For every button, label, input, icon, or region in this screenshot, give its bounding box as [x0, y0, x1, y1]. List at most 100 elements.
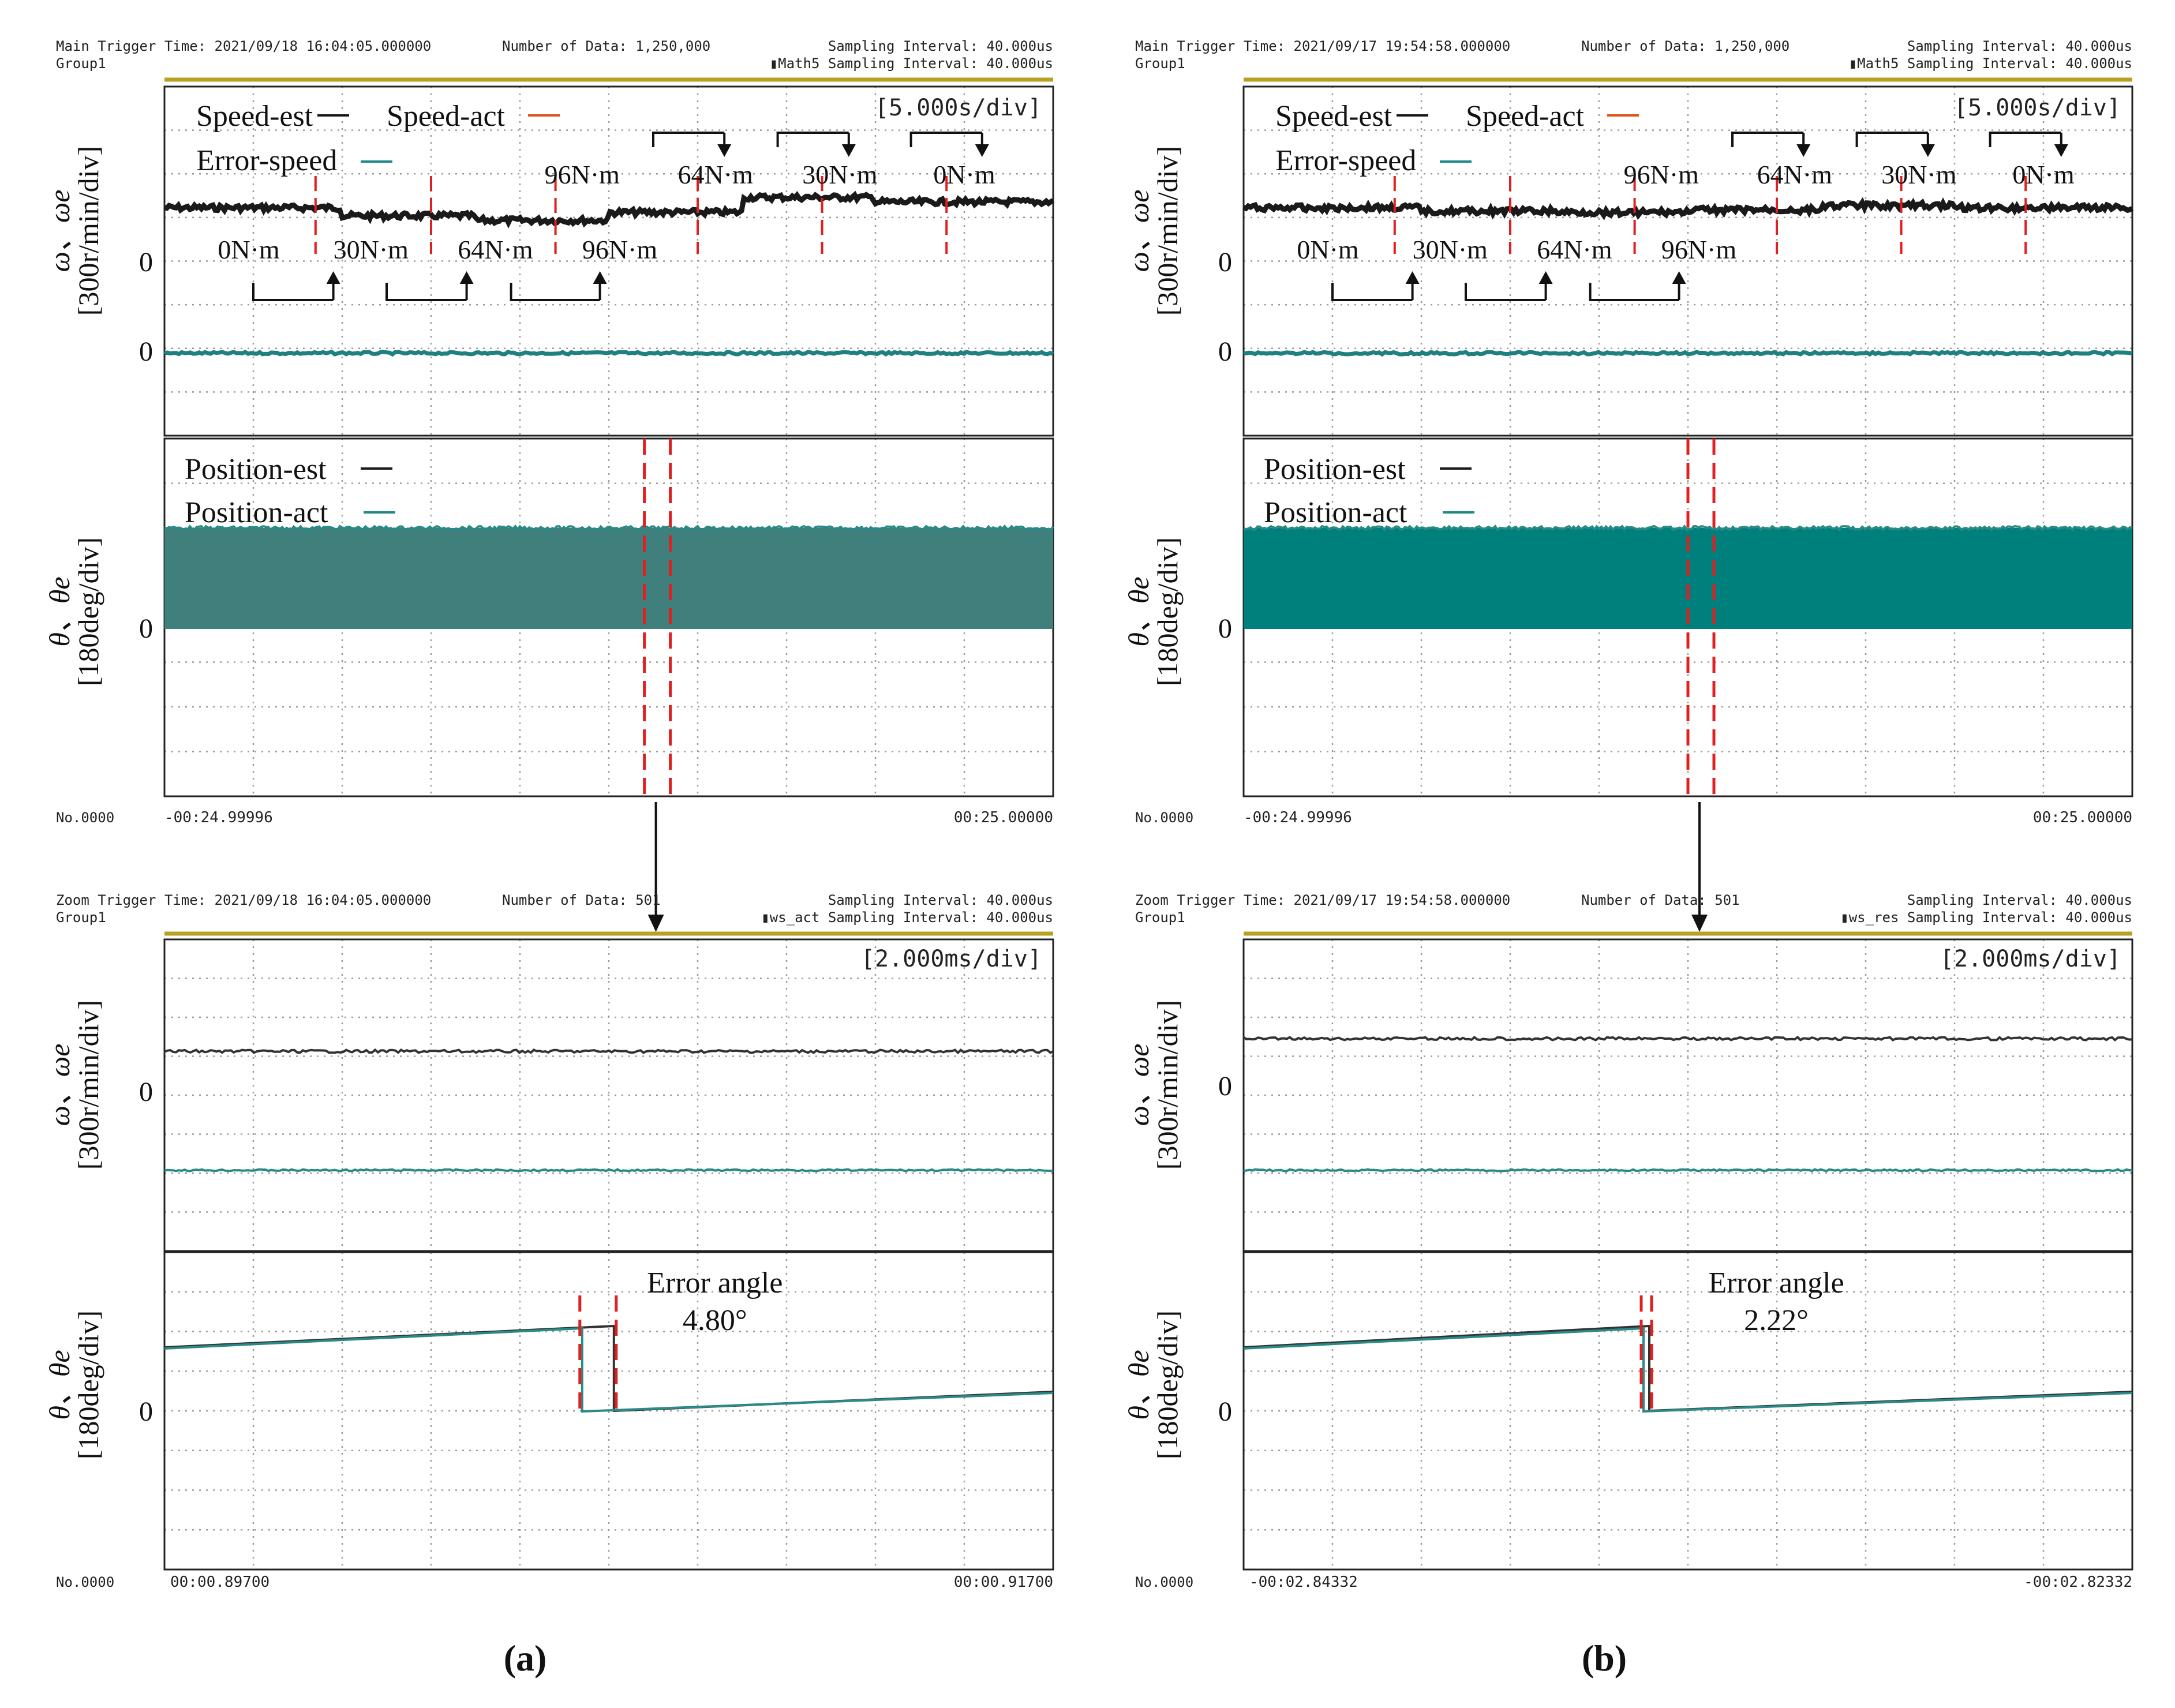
position-band [164, 528, 1053, 629]
legend-position-act: Position-act [1264, 496, 1407, 529]
zoom-group: Group1 [1135, 909, 1185, 926]
speed-est-trace [164, 190, 1055, 229]
main-group: Group1 [1135, 55, 1185, 72]
arrow-head [975, 144, 989, 157]
load-label-up: 0N·m [218, 235, 280, 264]
main-footer-right: 00:25.00000 [954, 809, 1053, 826]
main-footer-left: -00:24.99996 [1244, 809, 1352, 826]
plot-frame [1242, 938, 2133, 1252]
arrow-head [1672, 271, 1686, 284]
arrow-head [1796, 144, 1811, 157]
main-number-of-data: Number of Data: 1,250,000 [502, 38, 710, 54]
load-label-down: 64N·m [678, 160, 754, 189]
main-footer-right: 00:25.00000 [2033, 809, 2132, 826]
zoom-error-trace [1243, 1168, 2133, 1173]
zoom-math-sampling: ▮ws_act Sampling Interval: 40.000us [761, 909, 1053, 926]
legend-speed-est: Speed-est [1275, 100, 1392, 133]
error-angle-label: Error angle [1708, 1267, 1844, 1299]
zoom-speed-axis-label-symbol: ω、ωe [1122, 1044, 1155, 1126]
main-trigger-time: Main Trigger Time: 2021/09/17 19:54:58.0… [1135, 38, 1510, 54]
zoom-number-of-data: Number of Data: 501 [1581, 892, 1740, 908]
zoom-position-act [1243, 1327, 2133, 1413]
speed-axis-label-unit: [300r/min/div] [1151, 146, 1184, 316]
legend-speed-act: Speed-act [387, 100, 506, 133]
zoom-footer-left: 00:00.89700 [170, 1574, 269, 1591]
panel-caption: (a) [504, 1638, 547, 1679]
error-speed-trace [163, 350, 1054, 357]
zoom-group: Group1 [56, 909, 106, 926]
error-angle-value: 2.22° [1744, 1304, 1809, 1337]
zoom-position-axis-label-unit: [180deg/div] [1151, 1310, 1184, 1459]
load-label-up: 0N·m [1297, 235, 1359, 264]
speed-axis-label: ω、ωe[300r/min/div] [1122, 146, 1184, 316]
main-timescale: [5.000s/div] [875, 95, 1042, 121]
zoom-timescale: [2.000ms/div] [1940, 946, 2121, 972]
zoom-footer-right: 00:00.91700 [954, 1574, 1053, 1591]
position-band-edge [164, 524, 1054, 531]
plot-frame [1242, 1251, 2133, 1571]
zoom-position-axis-label: θ、θe[180deg/div] [1122, 1310, 1184, 1459]
load-label-up: 30N·m [1413, 235, 1488, 264]
legend-position-est: Position-est [1264, 453, 1406, 486]
main-sampling-interval: Sampling Interval: 40.000us [828, 38, 1053, 54]
zoom-speed-zero: 0 [1218, 1071, 1232, 1102]
load-label-up: 96N·m [1661, 235, 1737, 264]
position-axis-label-symbol: θ、θe [1122, 576, 1155, 646]
bracket-up [1465, 283, 1546, 301]
position-zero-label: 0 [1218, 613, 1232, 644]
arrow-head [841, 144, 856, 157]
arrow-head [1405, 271, 1420, 284]
load-label-up: 64N·m [1537, 235, 1612, 264]
main-timescale: [5.000s/div] [1954, 95, 2121, 121]
bracket-up [510, 283, 600, 301]
speed-axis-label-symbol: ω、ωe [43, 190, 76, 272]
main-footer-no: No.0000 [56, 810, 114, 826]
panel-a: Main Trigger Time: 2021/09/18 16:04:05.0… [43, 38, 1055, 1679]
arrow-head [1538, 271, 1553, 284]
zoom-speed-axis-label: ω、ωe[300r/min/div] [1122, 1000, 1184, 1170]
main-sampling-interval: Sampling Interval: 40.000us [1907, 38, 2132, 54]
zoom-footer-no: No.0000 [56, 1574, 114, 1590]
bracket-down [652, 132, 725, 147]
bracket-down [1731, 132, 1804, 147]
main-group: Group1 [56, 55, 106, 72]
speed-est-trace [1242, 197, 2134, 220]
zoom-speed-axis-label-unit: [300r/min/div] [72, 1000, 104, 1170]
bracket-down [1989, 132, 2061, 147]
speed-zero-label: 0 [1218, 247, 1232, 278]
load-label-up: 96N·m [582, 235, 658, 264]
main-math-sampling: ▮Math5 Sampling Interval: 40.000us [770, 55, 1053, 72]
main-trigger-time: Main Trigger Time: 2021/09/18 16:04:05.0… [56, 38, 431, 54]
zoom-footer-right: -00:02.82332 [2024, 1574, 2132, 1591]
panel-caption: (b) [1582, 1638, 1627, 1679]
arrow-head [326, 271, 340, 284]
arrow-head [2054, 144, 2068, 157]
load-label-down: 30N·m [1881, 160, 1957, 189]
load-label-down: 96N·m [1624, 160, 1699, 189]
legend-position-est: Position-est [185, 453, 327, 486]
zoom-position-axis-label: θ、θe[180deg/div] [43, 1310, 104, 1459]
arrow-head [593, 271, 607, 284]
legend-speed-act: Speed-act [1466, 100, 1585, 133]
zoom-position-axis-label-unit: [180deg/div] [72, 1310, 104, 1459]
position-zero-label: 0 [139, 613, 153, 644]
zoom-trigger-time: Zoom Trigger Time: 2021/09/17 19:54:58.0… [1135, 892, 1510, 908]
arrow-head [717, 144, 732, 157]
zoom-math-sampling: ▮ws_res Sampling Interval: 40.000us [1840, 909, 2132, 926]
zoom-timescale: [2.000ms/div] [861, 946, 1042, 972]
plot-frame [1242, 85, 2133, 437]
zoom-trigger-time: Zoom Trigger Time: 2021/09/18 16:04:05.0… [56, 892, 431, 908]
arrow-head [1921, 144, 1935, 157]
position-axis-label-unit: [180deg/div] [72, 537, 104, 686]
speed-axis-label: ω、ωe[300r/min/div] [43, 146, 104, 316]
speed-axis-label-unit: [300r/min/div] [72, 146, 104, 316]
load-label-up: 64N·m [458, 235, 533, 264]
zoom-speed-trace [164, 1048, 1054, 1055]
zoom-speed-zero: 0 [139, 1077, 153, 1107]
position-axis-label: θ、θe[180deg/div] [1122, 537, 1184, 686]
bracket-up [252, 283, 334, 301]
zoom-sampling-interval: Sampling Interval: 40.000us [828, 892, 1053, 908]
legend-error-speed: Error-speed [196, 144, 337, 177]
bracket-down [1855, 132, 1928, 147]
